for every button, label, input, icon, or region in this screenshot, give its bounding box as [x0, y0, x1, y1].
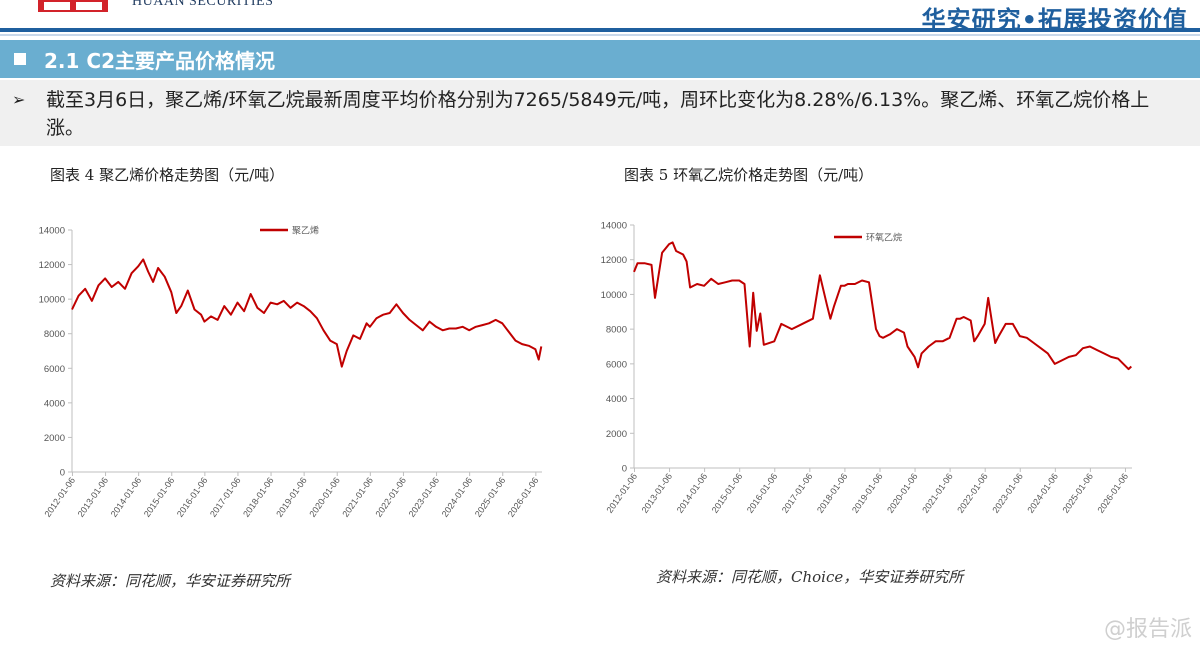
company-logo: [38, 0, 108, 12]
y-tick-label: 4000: [606, 394, 627, 405]
header-divider-light: [0, 34, 1200, 36]
x-tick-label: 2024-01-06: [1025, 471, 1060, 514]
x-tick-label: 2023-01-06: [990, 471, 1025, 514]
y-tick-label: 6000: [44, 364, 65, 375]
y-tick-label: 4000: [44, 398, 65, 409]
y-tick-label: 6000: [606, 359, 627, 370]
source-note-left: 资料来源：同花顺，华安证券研究所: [50, 572, 291, 590]
header-divider: [0, 28, 1200, 32]
polyethylene-price-chart: 0 2000 4000 6000 8000 10000 12000 14000 2012-01-…: [39, 225, 543, 519]
legend-label: 聚乙烯: [292, 225, 319, 236]
x-tick-label: 2012-01-06: [605, 471, 640, 514]
x-tick-label: 2026-01-06: [506, 475, 541, 518]
brand-name: HUAAN SECURITIES: [132, 0, 274, 9]
x-tick-label: 2012-01-06: [42, 475, 77, 518]
x-tick-label: 2014-01-06: [675, 471, 710, 514]
figure-title-polyethylene: 图表 4 聚乙烯价格走势图（元/吨）: [50, 166, 285, 184]
x-tick-label: 2013-01-06: [640, 471, 675, 514]
x-tick-label: 2016-01-06: [175, 475, 210, 518]
x-tick-label: 2018-01-06: [241, 475, 276, 518]
x-tick-label: 2017-01-06: [780, 471, 815, 514]
x-tick-label: 2013-01-06: [76, 475, 111, 518]
legend-label: 环氧乙烷: [866, 232, 902, 243]
series-line-ethylene-oxide: [633, 241, 1132, 371]
summary-box: ➢ 截至3月6日，聚乙烯/环氧乙烷最新周度平均价格分别为7265/5849元/吨…: [0, 80, 1200, 146]
x-tick-label: 2019-01-06: [274, 475, 309, 518]
section-header: 2.1 C2主要产品价格情况: [0, 40, 1200, 78]
x-tick-label: 2025-01-06: [473, 475, 508, 518]
x-tick-label: 2022-01-06: [373, 475, 408, 518]
x-tick-label: 2014-01-06: [109, 475, 144, 518]
y-tick-label: 0: [622, 464, 627, 475]
source-note-right: 资料来源：同花顺，Choice，华安证券研究所: [656, 568, 964, 586]
x-tick-label: 2017-01-06: [208, 475, 243, 518]
figure-title-ethylene-oxide: 图表 5 环氧乙烷价格走势图（元/吨）: [624, 166, 874, 184]
x-tick-label: 2025-01-06: [1060, 471, 1095, 514]
series-line-polyethylene: [71, 258, 543, 368]
x-tick-label: 2026-01-06: [1096, 471, 1131, 514]
summary-text: 截至3月6日，聚乙烯/环氧乙烷最新周度平均价格分别为7265/5849元/吨，周…: [46, 89, 1150, 139]
y-tick-label: 8000: [606, 325, 627, 336]
y-tick-label: 14000: [39, 226, 65, 237]
y-tick-label: 12000: [601, 255, 627, 266]
ethylene-oxide-price-chart: 0 2000 4000 6000 8000 10000 12000 14000 2012-01-…: [601, 221, 1132, 515]
arrow-bullet-icon: ➢: [12, 90, 26, 109]
x-tick-label: 2024-01-06: [440, 475, 475, 518]
y-tick-label: 12000: [39, 260, 65, 271]
x-tick-label: 2015-01-06: [710, 471, 745, 514]
x-tick-label: 2019-01-06: [850, 471, 885, 514]
x-tick-label: 2022-01-06: [955, 471, 990, 514]
y-tick-label: 10000: [39, 295, 65, 306]
x-tick-label: 2015-01-06: [142, 475, 177, 518]
y-tick-label: 14000: [601, 221, 627, 232]
y-tick-label: 8000: [44, 329, 65, 340]
x-tick-label: 2018-01-06: [815, 471, 850, 514]
y-tick-label: 0: [60, 468, 65, 479]
x-tick-label: 2020-01-06: [885, 471, 920, 514]
watermark: @报告派: [1103, 617, 1192, 642]
x-tick-label: 2021-01-06: [920, 471, 955, 514]
y-tick-label: 2000: [44, 433, 65, 444]
y-tick-label: 10000: [601, 290, 627, 301]
x-tick-label: 2020-01-06: [307, 475, 342, 518]
y-tick-label: 2000: [606, 429, 627, 440]
section-title: 2.1 C2主要产品价格情况: [44, 48, 275, 73]
x-tick-label: 2021-01-06: [340, 475, 375, 518]
x-tick-label: 2016-01-06: [745, 471, 780, 514]
square-bullet-icon: [14, 53, 26, 65]
x-tick-label: 2023-01-06: [407, 475, 442, 518]
